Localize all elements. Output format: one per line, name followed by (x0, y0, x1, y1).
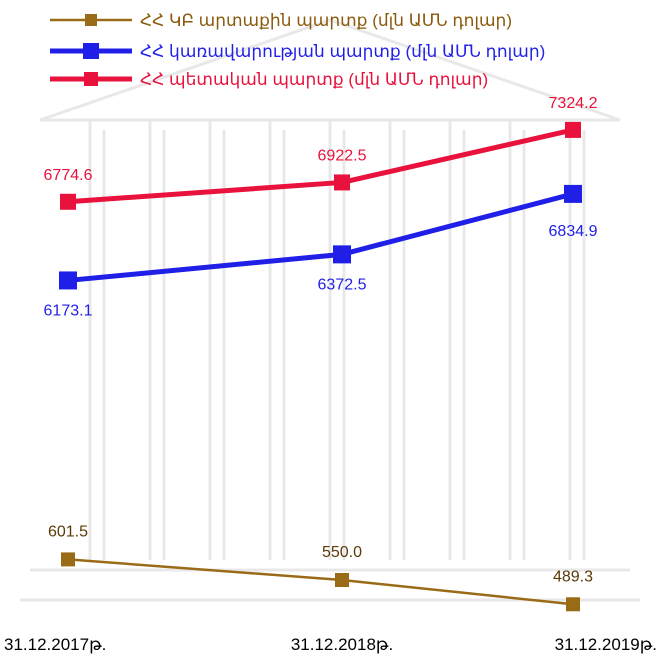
x-tick-label: 31.12.2017թ. (4, 635, 106, 654)
series-line-3 (67, 127, 574, 205)
x-axis-tick-labels: 31.12.2017թ. 31.12.2018թ. 31.12.2019թ. (4, 635, 657, 654)
legend-marker (85, 14, 97, 26)
series-line-2 (67, 191, 574, 283)
legend-entry-label: ՀՀ ԿԲ արտաքին պարտք (մլն ԱՄՆ դոլար) (140, 11, 512, 30)
data-point-marker (335, 573, 349, 587)
legend: ՀՀ ԿԲ արտաքին պարտք (մլն ԱՄՆ դոլար) ՀՀ կա… (50, 11, 545, 89)
data-label: 550.0 (322, 544, 362, 561)
watermark-columns (20, 18, 640, 602)
series-lines (67, 127, 574, 606)
data-point-marker (334, 174, 350, 191)
data-label: 601.5 (48, 523, 88, 540)
data-label: 7324.2 (549, 95, 598, 112)
data-point-marker (333, 245, 351, 264)
data-point-marker (564, 184, 582, 203)
watermark-pediment (39, 18, 621, 122)
data-label: 6922.5 (318, 147, 367, 164)
x-tick-label: 31.12.2019թ. (555, 635, 657, 654)
x-tick-label: 31.12.2018թ. (291, 635, 393, 654)
legend-entry-label: ՀՀ կառավարության պարտք (մլն ԱՄՆ դոլար) (140, 42, 545, 61)
data-labels: 601.5 550.0 489.3 6173.1 6372.5 6834.9 6774.6 6… (44, 95, 598, 585)
data-point-marker (59, 271, 77, 290)
data-label: 6774.6 (44, 167, 93, 184)
data-label: 6834.9 (549, 223, 598, 240)
legend-marker (84, 72, 98, 86)
data-point-marker (566, 597, 580, 612)
data-point-marker (60, 193, 76, 210)
data-point-marker (61, 552, 75, 567)
legend-entry-label: ՀՀ պետական պարտք (մլն ԱՄՆ դոլար) (140, 70, 488, 89)
data-label: 489.3 (553, 568, 593, 585)
data-label: 6173.1 (44, 302, 93, 319)
series-markers (59, 121, 582, 612)
data-point-marker (565, 121, 581, 138)
series-line-1 (67, 558, 574, 606)
legend-marker (83, 43, 99, 59)
data-label: 6372.5 (318, 276, 367, 293)
